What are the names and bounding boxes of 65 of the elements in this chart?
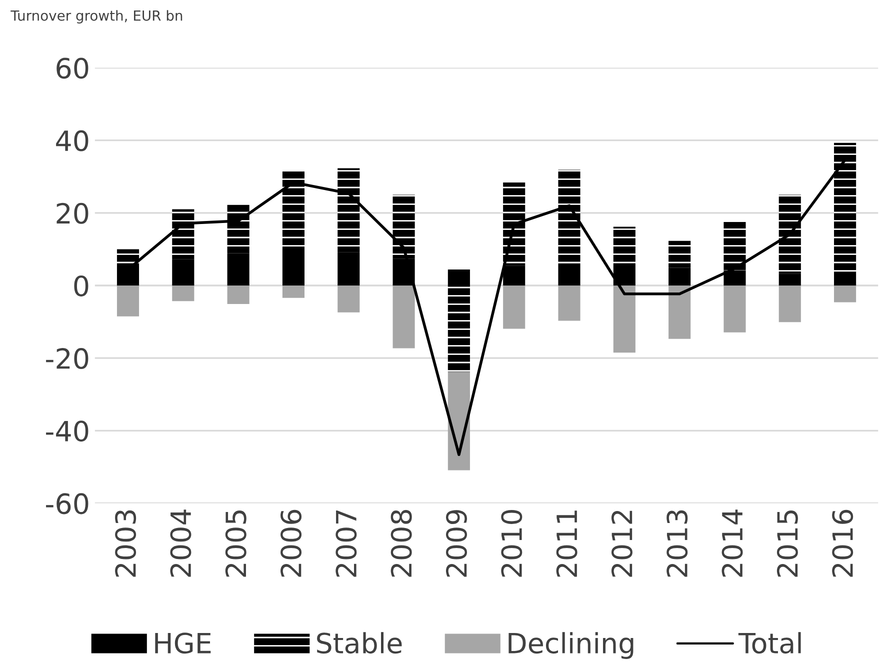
bar: [778, 286, 801, 322]
chart-title: Turnover growth, EUR bn: [10, 10, 182, 24]
bar: [392, 286, 415, 348]
bar: [558, 170, 580, 264]
x-tick-label: 2012: [611, 510, 632, 577]
y-tick-label: -60: [46, 493, 88, 514]
x-tick-label: 2004: [170, 510, 192, 577]
bar: [668, 268, 691, 286]
bar: [613, 226, 636, 264]
bar: [724, 286, 746, 332]
y-tick-label: 60: [56, 58, 88, 79]
bar: [448, 270, 470, 286]
bar: [834, 272, 856, 286]
y-tick-label: -20: [46, 348, 88, 370]
bar: [668, 286, 691, 339]
bar: [503, 286, 526, 329]
bar: [558, 264, 580, 286]
legend-label: Declining: [508, 632, 634, 659]
bar: [227, 204, 250, 254]
bar: [448, 286, 470, 372]
bar: [503, 182, 526, 266]
bar: [282, 286, 305, 298]
x-tick-label: 2014: [722, 510, 743, 577]
y-tick-label: -40: [46, 420, 88, 442]
bar: [613, 264, 636, 286]
x-tick-label: 2006: [280, 510, 302, 577]
bar: [724, 270, 746, 286]
x-tick-label: 2016: [832, 510, 854, 577]
y-tick-label: 20: [56, 202, 88, 224]
x-tick-label: 2007: [336, 510, 357, 577]
bar: [778, 194, 801, 274]
bar: [172, 286, 194, 302]
bar: [558, 286, 580, 321]
bar: [338, 252, 360, 286]
x-tick-label: 2013: [666, 510, 688, 577]
bar: [613, 286, 636, 353]
bar: [116, 249, 140, 268]
x-tick-label: 2003: [115, 510, 136, 577]
bar: [282, 247, 305, 286]
legend-label: Stable: [317, 632, 402, 654]
legend-label: Total: [738, 632, 801, 654]
bar: [724, 222, 746, 270]
bar: [778, 274, 801, 286]
bar: [227, 286, 250, 304]
x-tick-label: 2010: [501, 510, 522, 577]
x-tick-label: 2008: [390, 510, 412, 577]
bar: [227, 253, 250, 286]
x-tick-label: 2005: [225, 510, 246, 577]
bar: [338, 168, 360, 252]
bar: [172, 209, 194, 260]
bar: [338, 286, 360, 312]
x-tick-label: 2015: [776, 510, 798, 577]
bar: [834, 286, 856, 302]
y-tick-label: 40: [56, 130, 88, 152]
bar: [668, 240, 691, 268]
legend-label: HGE: [155, 632, 211, 654]
bar: [503, 266, 526, 286]
bar: [834, 142, 856, 272]
bar: [282, 171, 305, 248]
bar: [392, 194, 415, 259]
bar: [116, 286, 140, 316]
y-tick-label: 0: [74, 275, 88, 296]
x-tick-label: 2011: [556, 510, 578, 577]
bar: [172, 259, 194, 286]
x-tick-label: 2009: [446, 510, 467, 577]
